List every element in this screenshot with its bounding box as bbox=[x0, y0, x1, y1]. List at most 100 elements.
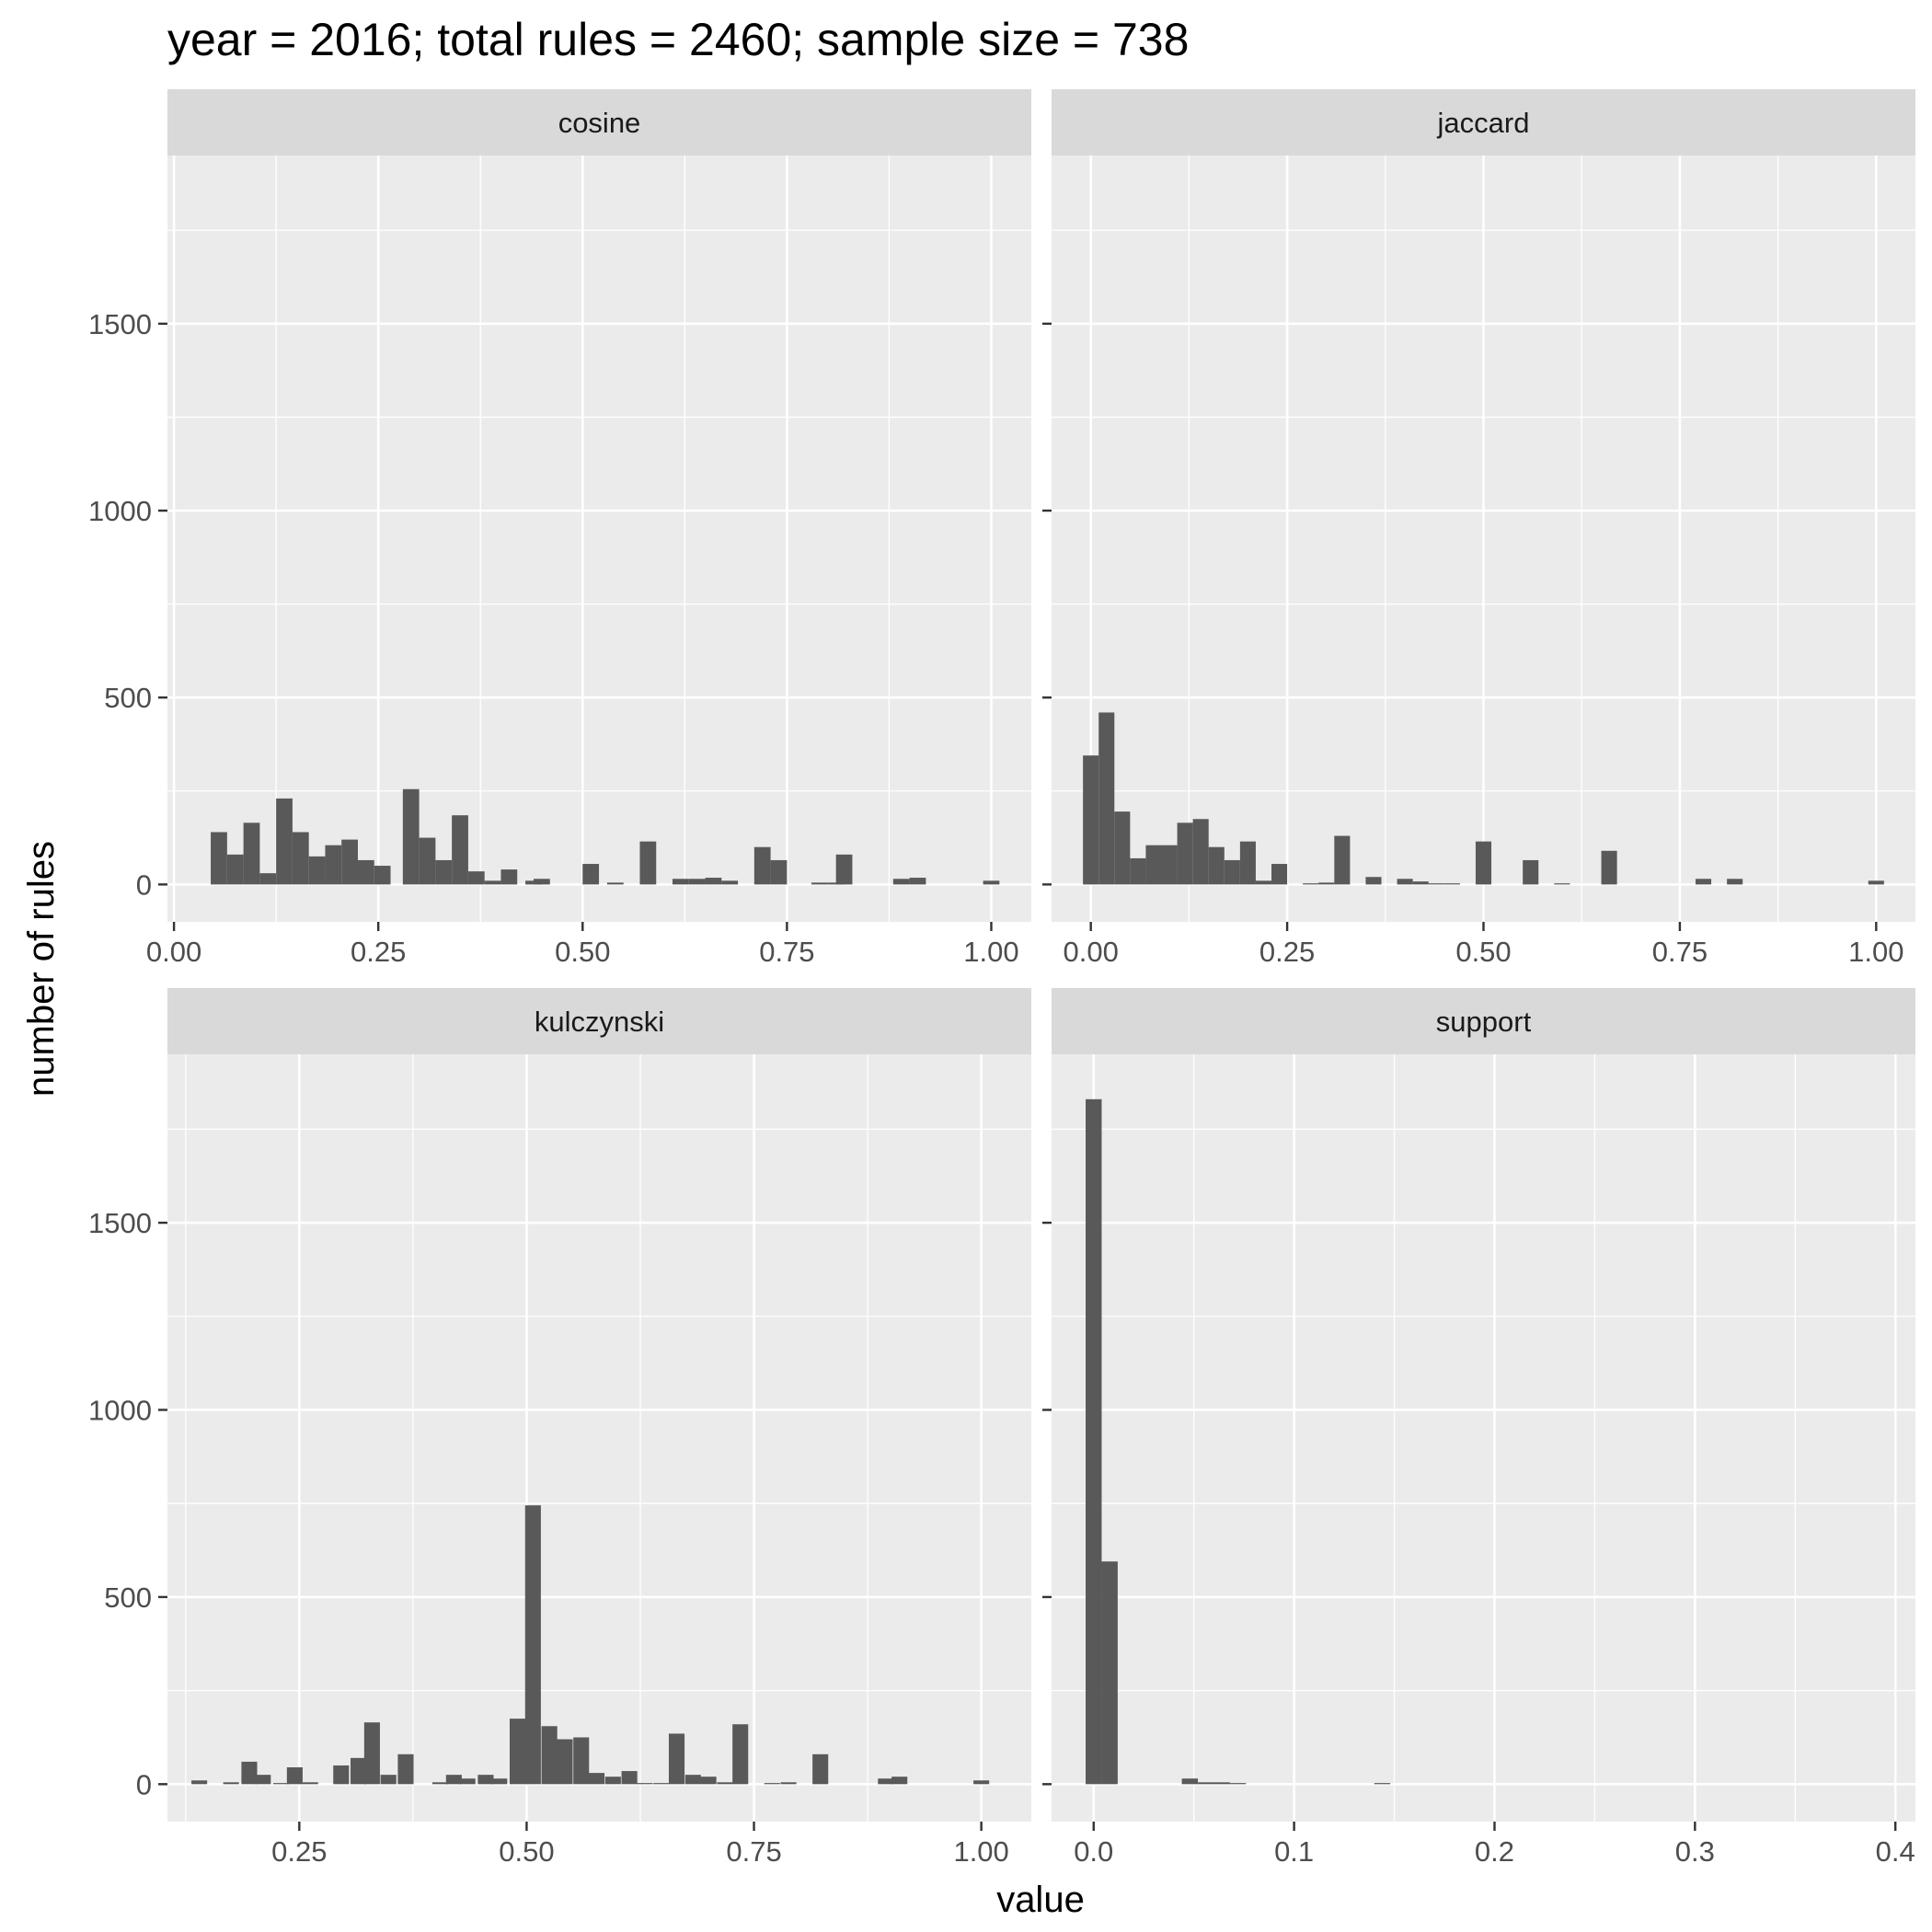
histogram-bar bbox=[721, 880, 739, 885]
histogram-bar bbox=[684, 1775, 701, 1785]
histogram-bar bbox=[402, 788, 420, 885]
histogram-bar bbox=[419, 837, 436, 885]
histogram-bar bbox=[1101, 1561, 1118, 1785]
histogram-bar bbox=[573, 1737, 590, 1785]
histogram-bar bbox=[1114, 811, 1131, 885]
histogram-bar bbox=[1145, 845, 1162, 885]
y-tick-label: 1500 bbox=[88, 308, 152, 340]
y-tick-label: 1000 bbox=[88, 495, 152, 527]
histogram-bar bbox=[363, 1722, 380, 1785]
histogram-bar bbox=[524, 1505, 541, 1785]
histogram-bar bbox=[770, 859, 788, 885]
histogram-bar bbox=[1213, 1782, 1230, 1785]
histogram-bar bbox=[243, 822, 260, 885]
histogram-bar bbox=[1727, 879, 1743, 885]
histogram-bar bbox=[325, 845, 342, 885]
histogram-bar bbox=[226, 854, 244, 885]
histogram-bar bbox=[764, 1783, 780, 1785]
histogram-bar bbox=[1318, 882, 1335, 885]
histogram-bar bbox=[1475, 841, 1492, 885]
x-tick-label: 0.00 bbox=[146, 936, 201, 968]
x-tick-label: 0.00 bbox=[1064, 936, 1119, 968]
histogram-bar bbox=[673, 879, 689, 885]
histogram-bar bbox=[435, 859, 453, 885]
x-tick-label: 0.1 bbox=[1274, 1835, 1314, 1868]
histogram-bar bbox=[835, 854, 853, 885]
histogram-bar bbox=[445, 1775, 462, 1785]
histogram-bar bbox=[259, 873, 277, 885]
histogram-bar bbox=[1443, 883, 1460, 885]
x-tick-label: 0.25 bbox=[271, 1835, 327, 1868]
histogram-bar bbox=[276, 798, 293, 885]
histogram-bar bbox=[286, 1767, 303, 1785]
histogram-bar bbox=[1303, 883, 1319, 885]
histogram-bar bbox=[637, 1783, 653, 1785]
x-tick-label: 0.75 bbox=[759, 936, 814, 968]
histogram-bar bbox=[1086, 1098, 1102, 1785]
histogram-bar bbox=[717, 1782, 733, 1785]
facet-strip-label: kulczynski bbox=[535, 1006, 664, 1038]
histogram-bar bbox=[1161, 845, 1178, 885]
y-tick-label: 0 bbox=[136, 868, 152, 901]
histogram-bar bbox=[878, 1778, 894, 1785]
histogram-bar bbox=[1397, 879, 1413, 885]
histogram-bar bbox=[1374, 1783, 1391, 1785]
histogram-bar bbox=[241, 1761, 258, 1785]
histogram-bar bbox=[255, 1775, 271, 1785]
facet-strip bbox=[1052, 988, 1915, 1054]
histogram-bar bbox=[357, 859, 374, 885]
facet-strip-label: cosine bbox=[558, 107, 641, 139]
histogram-bar bbox=[909, 878, 926, 885]
facet-strip-label: support bbox=[1436, 1006, 1532, 1038]
plot-title: year = 2016; total rules = 2460; sample … bbox=[167, 14, 1189, 65]
panels-group: cosine 0.00 0.25 0.50 0.75 1.00 0 500 1000 1500 ja… bbox=[88, 89, 1915, 1868]
histogram-bar bbox=[753, 846, 771, 885]
histogram-bar bbox=[811, 882, 828, 885]
histogram-bar bbox=[1601, 850, 1617, 885]
histogram-bar bbox=[1554, 883, 1570, 885]
histogram-bar bbox=[1198, 1782, 1214, 1785]
histogram-bar bbox=[688, 879, 706, 885]
histogram-bar bbox=[1868, 880, 1884, 885]
histogram-bar bbox=[397, 1754, 414, 1785]
histogram-bar bbox=[668, 1733, 685, 1785]
x-tick-label: 0.50 bbox=[1455, 936, 1511, 968]
histogram-bar bbox=[1271, 864, 1288, 885]
histogram-bar bbox=[500, 869, 518, 885]
histogram-bar bbox=[604, 1777, 621, 1785]
histogram-bar bbox=[891, 1777, 908, 1785]
histogram-bar bbox=[1523, 859, 1539, 885]
histogram-bar bbox=[1177, 822, 1193, 885]
histogram-bar bbox=[374, 866, 391, 885]
histogram-bar bbox=[732, 1724, 749, 1785]
histogram-bar bbox=[700, 1777, 717, 1785]
histogram-bar bbox=[341, 839, 358, 885]
histogram-bar bbox=[1695, 879, 1712, 885]
histogram-bar bbox=[380, 1775, 397, 1785]
histogram-bar bbox=[973, 1780, 990, 1785]
histogram-bar bbox=[459, 1778, 476, 1785]
x-tick-label: 0.25 bbox=[351, 936, 406, 968]
histogram-bar bbox=[1098, 712, 1115, 885]
histogram-bar bbox=[1224, 859, 1240, 885]
x-tick-label: 0.2 bbox=[1475, 1835, 1514, 1868]
x-tick-label: 0.25 bbox=[1259, 936, 1315, 968]
facet-panel-jaccard: jaccard 0.00 0.25 0.50 0.75 1.00 bbox=[1042, 89, 1915, 968]
x-tick-label: 1.00 bbox=[1848, 936, 1903, 968]
histogram-bar bbox=[308, 856, 326, 885]
facet-strip bbox=[167, 988, 1031, 1054]
histogram-bar bbox=[477, 1775, 494, 1785]
histogram-bar bbox=[1229, 1783, 1247, 1785]
facet-panel-cosine: cosine 0.00 0.25 0.50 0.75 1.00 0 500 1000 1500 bbox=[88, 89, 1031, 968]
histogram-bar bbox=[509, 1719, 526, 1785]
histogram-bar bbox=[812, 1754, 829, 1785]
x-tick-label: 0.75 bbox=[1652, 936, 1708, 968]
facet-panel-kulczynski: kulczynski 0.25 0.50 0.75 1.00 0 500 1000 1500 bbox=[88, 988, 1031, 1868]
histogram-bar bbox=[223, 1782, 239, 1785]
y-tick-label: 500 bbox=[104, 682, 152, 714]
x-tick-label: 0.4 bbox=[1876, 1835, 1915, 1868]
facet-strip-label: jaccard bbox=[1437, 107, 1530, 139]
histogram-bar bbox=[606, 882, 624, 885]
x-tick-label: 0.75 bbox=[726, 1835, 781, 1868]
